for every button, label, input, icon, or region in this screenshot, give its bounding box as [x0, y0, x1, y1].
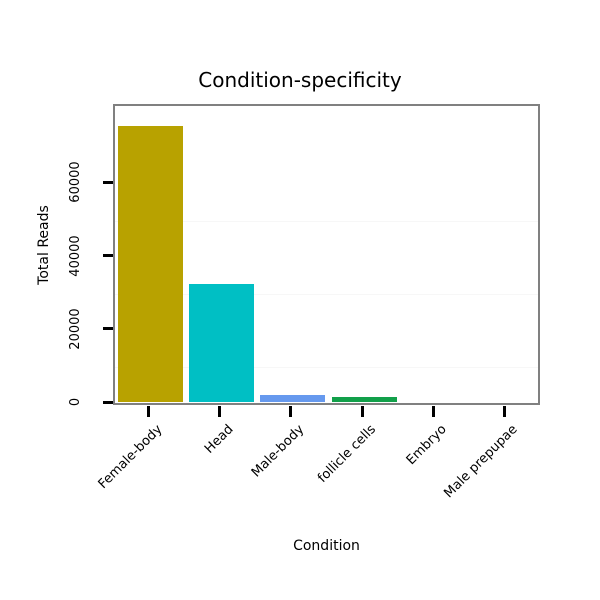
y-axis-tick-label-text: 20000 — [68, 308, 83, 350]
bar — [260, 395, 326, 402]
x-axis-tick-label-text: Male-body — [249, 422, 308, 481]
bar — [118, 125, 184, 402]
x-axis-tick-label-text: Head — [201, 422, 237, 457]
x-axis-tick — [431, 406, 435, 417]
x-axis-tick — [289, 406, 293, 417]
x-axis-tick — [147, 406, 151, 417]
x-axis-tick — [218, 406, 222, 417]
bar — [331, 396, 397, 402]
y-axis-tick — [103, 254, 113, 258]
x-axis-title: Condition — [293, 538, 360, 554]
x-axis-tick-label-text: Embryo — [403, 422, 450, 469]
gridline — [115, 294, 538, 296]
x-axis-tick-label-text: Male prepupae — [441, 422, 522, 502]
y-axis-tick-label: 20000 — [55, 308, 97, 349]
y-axis-tick-label: 60000 — [55, 162, 97, 203]
y-axis-title: Total Reads — [36, 205, 52, 285]
bar — [189, 283, 255, 402]
gridline — [115, 221, 538, 223]
x-axis-tick — [360, 406, 364, 417]
bar-series — [115, 106, 538, 403]
y-axis-tick-label-text: 0 — [68, 397, 83, 407]
x-axis-tick — [502, 406, 506, 417]
y-axis-tick-label: 0 — [55, 395, 97, 409]
x-axis-tick-label-text: follicle cells — [314, 422, 379, 486]
y-axis-tick-label: 40000 — [55, 235, 97, 276]
y-axis-tick-label-text: 40000 — [68, 234, 83, 277]
x-axis-tick-label-text: Female-body — [95, 422, 166, 492]
y-axis-tick — [103, 327, 113, 331]
y-axis-tick — [103, 400, 113, 404]
chart-title: Condition-specificity — [198, 68, 402, 92]
gridline — [115, 367, 538, 369]
y-axis-tick — [103, 180, 113, 184]
plot-panel — [113, 104, 540, 405]
y-axis-tick-label-text: 60000 — [68, 161, 83, 204]
